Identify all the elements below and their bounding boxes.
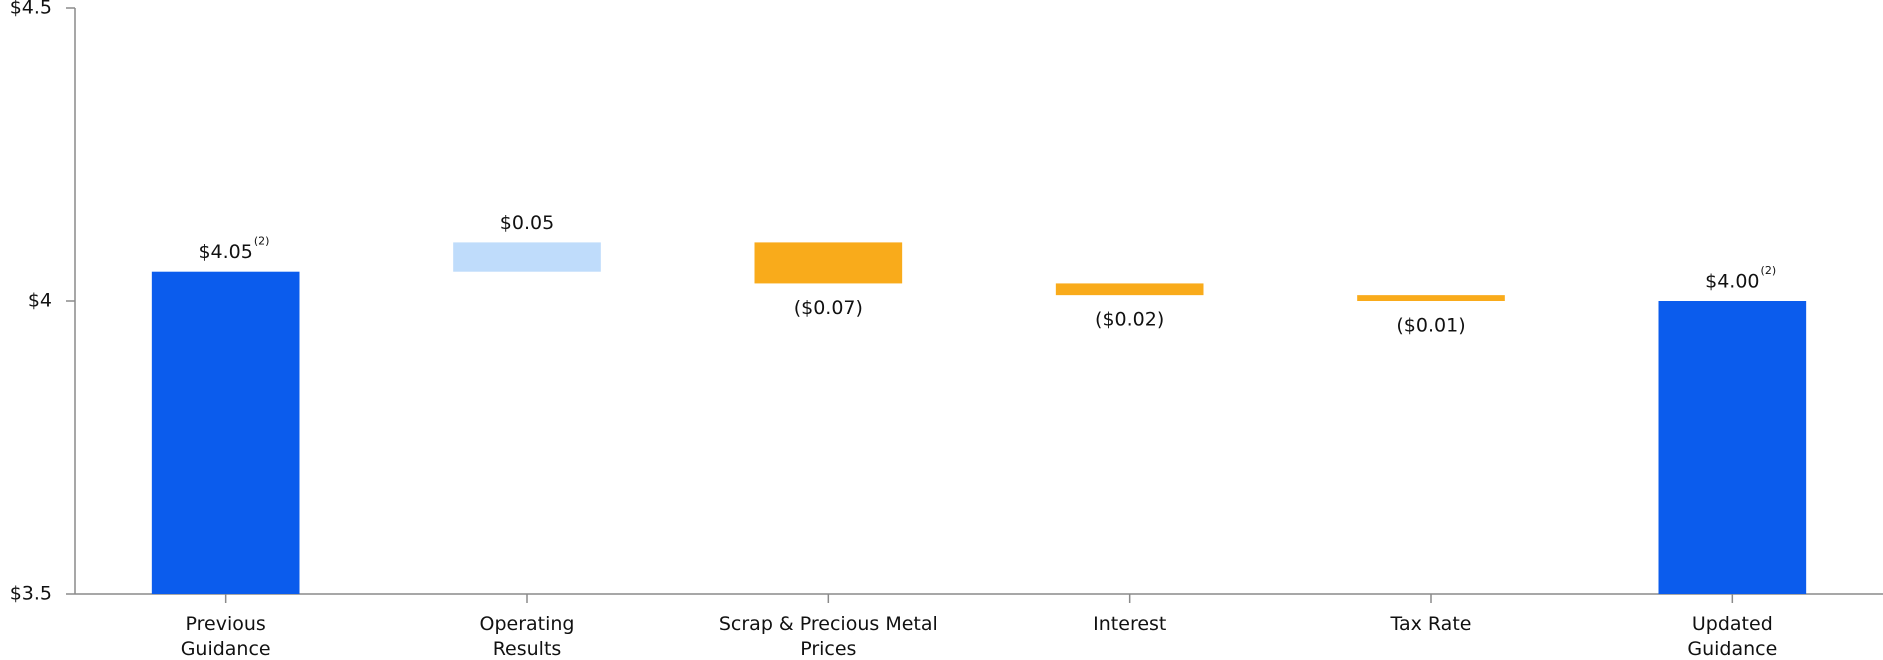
value-note: (2) <box>1761 264 1777 277</box>
x-tick-label: Scrap & Precious Metal Prices <box>718 613 938 660</box>
x-tick-label: Operating Results <box>479 613 575 660</box>
bar <box>754 242 903 284</box>
value-label: $0.05 <box>500 212 554 234</box>
bar <box>1055 283 1204 296</box>
bar <box>453 242 601 272</box>
value-label: $4.05 <box>198 241 252 263</box>
value-label: $4.00 <box>1705 271 1759 293</box>
value-note: (2) <box>254 235 270 248</box>
bar <box>151 271 300 594</box>
value-label: ($0.02) <box>1095 309 1164 331</box>
y-tick-label: $4.5 <box>10 0 52 19</box>
bar <box>1357 295 1505 301</box>
value-label: ($0.01) <box>1396 315 1465 337</box>
x-tick-label: Interest <box>1093 613 1167 635</box>
y-tick-label: $3.5 <box>10 583 52 605</box>
value-label: ($0.07) <box>794 297 863 319</box>
bar <box>1658 301 1807 594</box>
x-tick-label: Previous Guidance <box>180 613 271 660</box>
x-tick-label: Tax Rate <box>1390 613 1472 635</box>
x-tick-label: Updated Guidance <box>1687 613 1778 660</box>
y-tick-label: $4 <box>28 290 52 312</box>
